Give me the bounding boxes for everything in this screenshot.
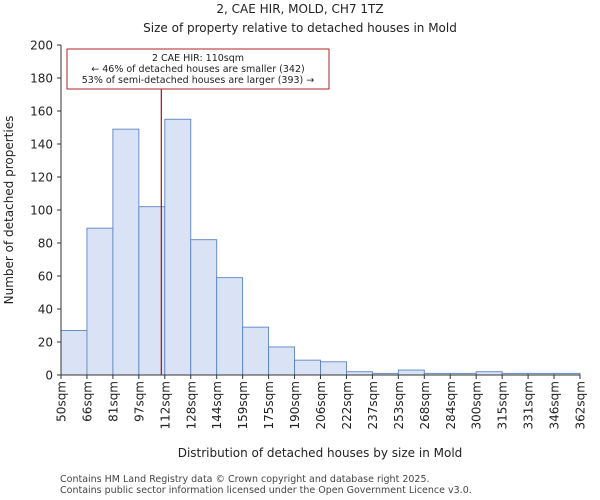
marker-layer: 2 CAE HIR: 110sqm← 46% of detached house… — [66, 48, 330, 375]
x-tick-label: 175sqm — [262, 381, 276, 429]
axis-layer: 0 20 40 60 80 100 120 140 160 180 200 50sqm 66sqm 81s… — [30, 39, 587, 430]
y-tick-label: 160 — [30, 105, 53, 119]
histogram-bar — [294, 359, 321, 376]
x-tick-label: 50sqm — [55, 381, 69, 422]
histogram-bar — [268, 346, 296, 376]
x-tick-label: 144sqm — [210, 381, 224, 429]
x-tick-label: 362sqm — [574, 381, 588, 429]
chart-subtitle: Size of property relative to detached ho… — [143, 21, 457, 35]
y-tick-label: 140 — [30, 138, 53, 152]
bar-layer — [60, 118, 581, 376]
annotation-text-line: 2 CAE HIR: 110sqm — [152, 53, 244, 64]
histogram-bar — [397, 369, 425, 376]
histogram-chart: 2, CAE HIR, MOLD, CH7 1TZ Size of proper… — [2, 2, 588, 460]
annotation-box — [66, 48, 330, 90]
footer-line-1: Contains HM Land Registry data © Crown c… — [60, 474, 430, 485]
y-tick-label: 80 — [38, 237, 53, 251]
x-tick-label: 112sqm — [158, 381, 172, 429]
chart-title: 2, CAE HIR, MOLD, CH7 1TZ — [216, 2, 383, 16]
y-tick-label: 0 — [45, 369, 53, 383]
histogram-bar — [164, 118, 192, 376]
y-axis-label: Number of detached properties — [2, 116, 16, 305]
histogram-bar — [60, 330, 88, 376]
x-tick-label: 284sqm — [444, 381, 458, 429]
histogram-bar — [242, 326, 270, 376]
annotation-text-line: 53% of semi-detached houses are larger (… — [82, 75, 315, 86]
y-tick-label: 180 — [30, 72, 53, 86]
x-tick-label: 315sqm — [496, 381, 510, 429]
x-tick-label: 222sqm — [340, 381, 354, 429]
histogram-bar — [112, 128, 140, 376]
y-tick-label: 60 — [38, 270, 53, 284]
y-tick-label: 100 — [30, 204, 53, 218]
x-tick-label: 159sqm — [236, 381, 250, 429]
histogram-bar — [320, 361, 347, 376]
histogram-bar — [216, 277, 244, 376]
histogram-bar — [86, 227, 114, 376]
x-tick-label: 253sqm — [392, 381, 406, 429]
footer-line-2: Contains public sector information licen… — [60, 485, 472, 496]
x-tick-label: 346sqm — [548, 381, 562, 429]
annotation-text-line: ← 46% of detached houses are smaller (34… — [91, 64, 304, 75]
histogram-bar — [190, 239, 218, 376]
x-tick-label: 206sqm — [314, 381, 328, 429]
y-tick-label: 20 — [38, 336, 53, 350]
x-tick-label: 66sqm — [80, 381, 94, 422]
x-tick-label: 190sqm — [288, 381, 302, 429]
y-tick-label: 40 — [38, 303, 53, 317]
x-tick-label: 331sqm — [522, 381, 536, 429]
x-tick-label: 81sqm — [106, 381, 120, 422]
y-tick-label: 200 — [30, 39, 53, 53]
y-tick-label: 120 — [30, 171, 53, 185]
x-tick-label: 268sqm — [418, 381, 432, 429]
x-axis-label: Distribution of detached houses by size … — [178, 446, 463, 460]
x-tick-label: 128sqm — [184, 381, 198, 429]
x-tick-label: 97sqm — [132, 381, 146, 422]
x-tick-label: 237sqm — [366, 381, 380, 429]
x-tick-label: 300sqm — [470, 381, 484, 429]
